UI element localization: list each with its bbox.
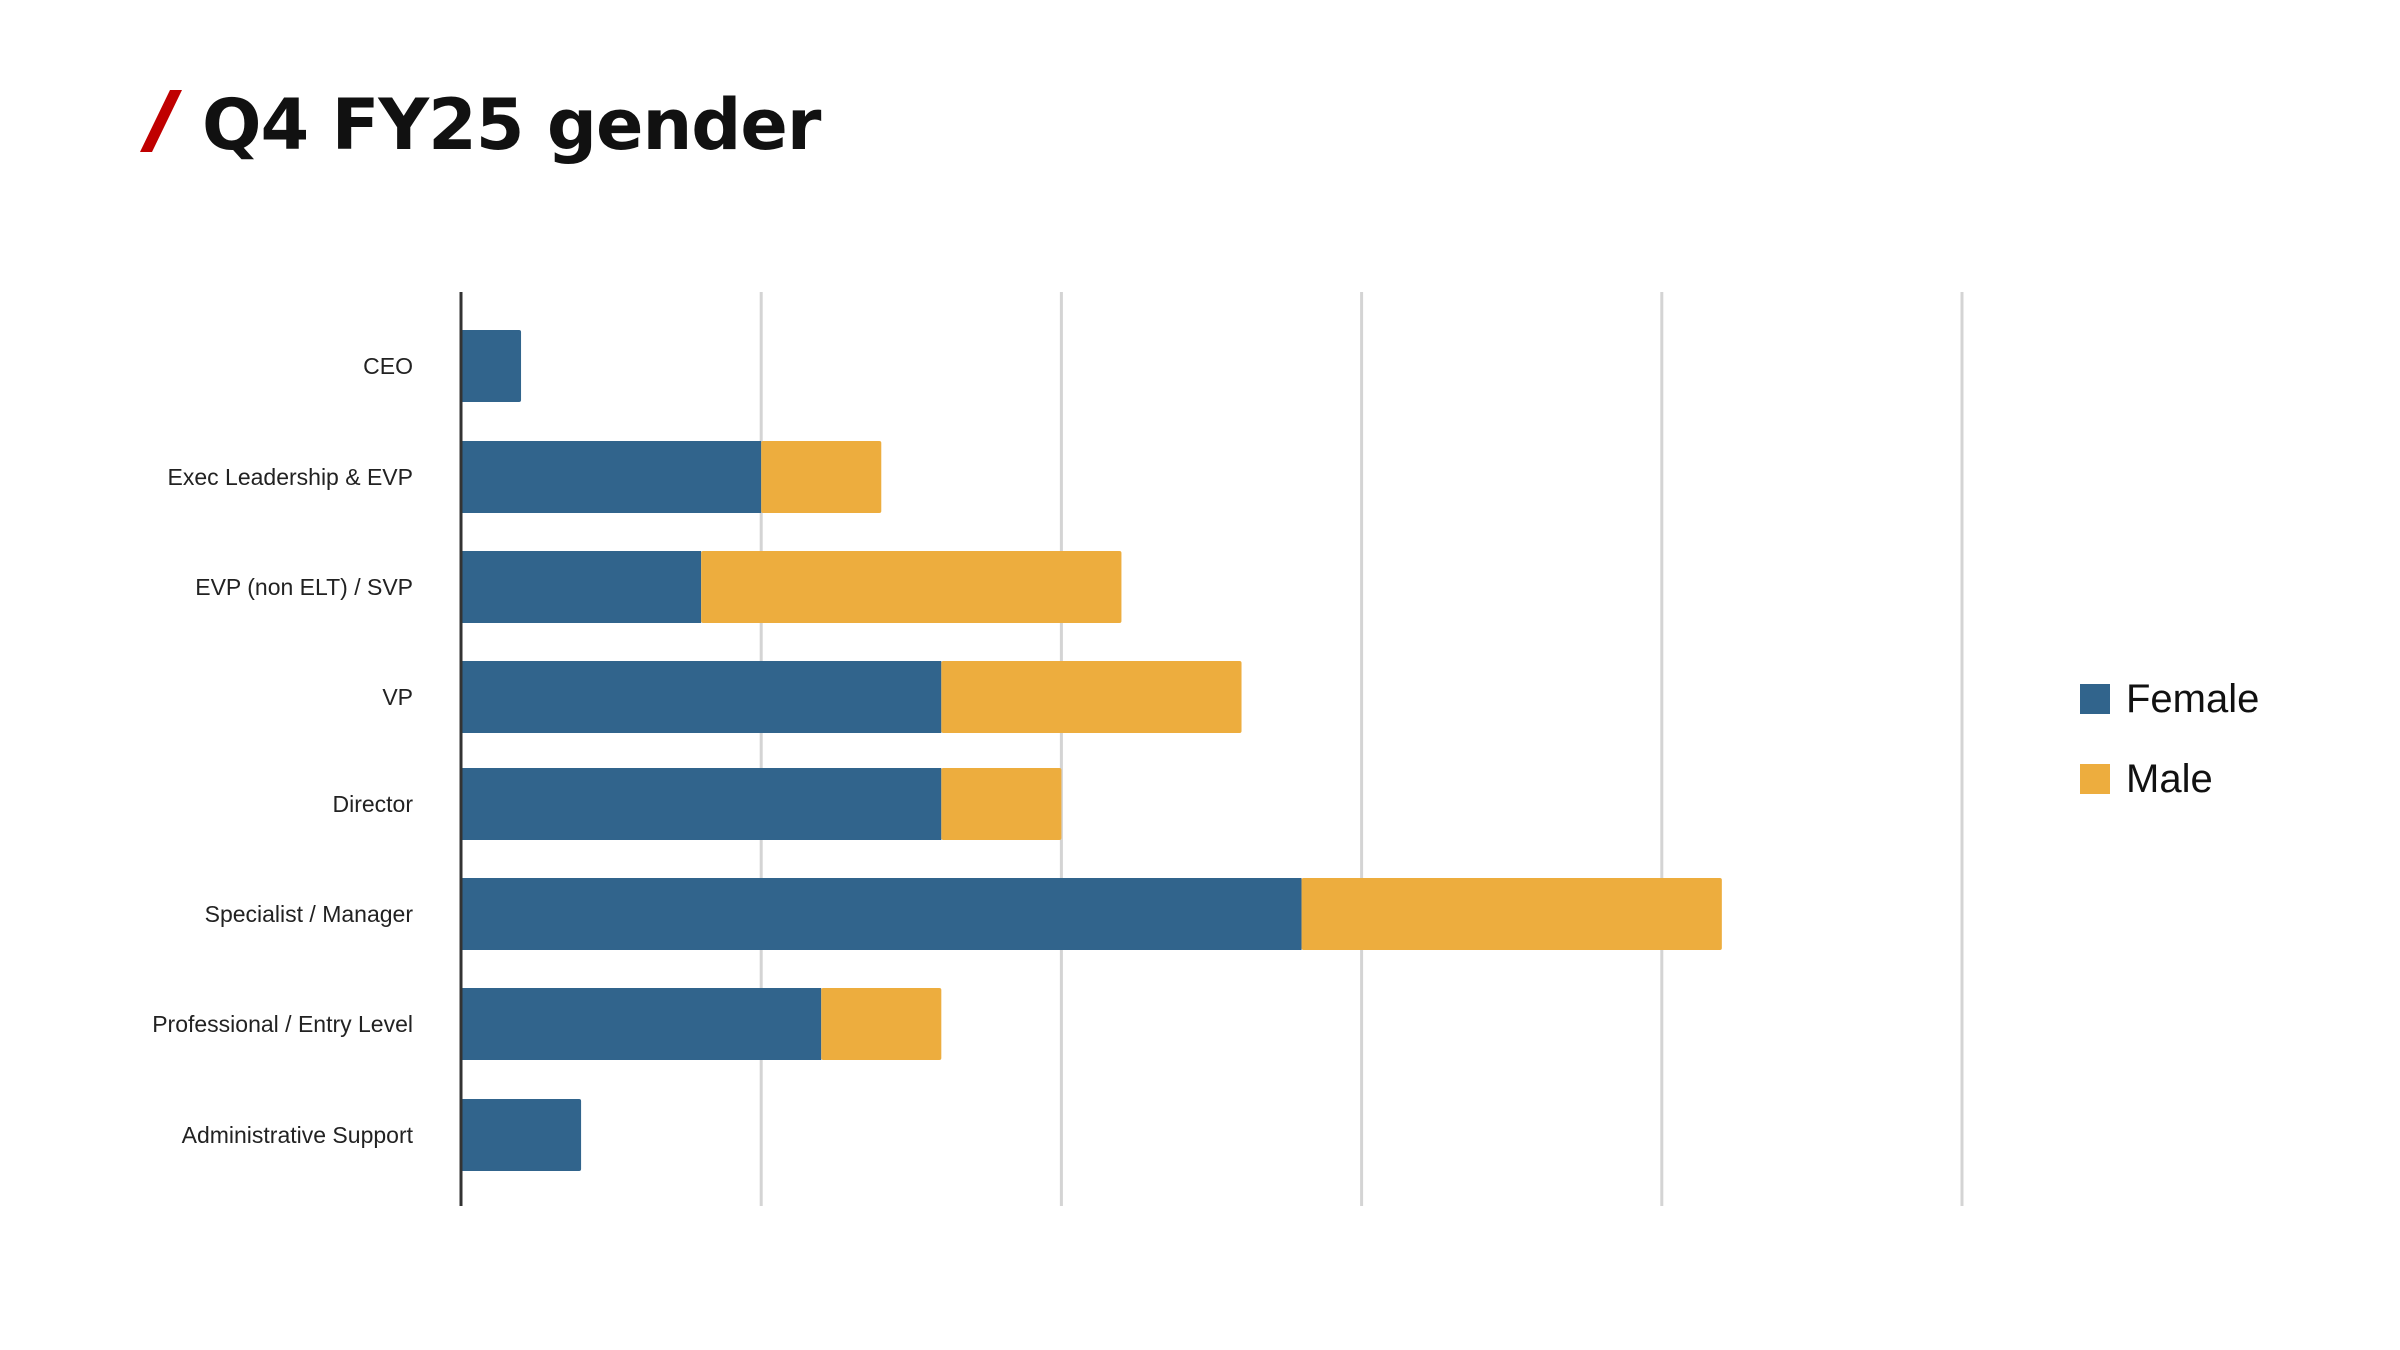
bar-male-4: [941, 768, 1062, 840]
legend-label-female: Female: [2126, 676, 2260, 721]
legend-item-male: Male: [2080, 756, 2259, 801]
category-label: EVP (non ELT) / SVP: [195, 574, 413, 600]
bar-female-1: [461, 441, 762, 513]
category-label: Exec Leadership & EVP: [168, 464, 413, 490]
category-label: Specialist / Manager: [205, 901, 414, 927]
grid-lines: [759, 292, 1964, 1206]
bar-female-5: [461, 878, 1302, 950]
bar-female-0: [461, 330, 522, 402]
bar-female-4: [461, 768, 942, 840]
title-block: Q4 FY25 gender: [130, 70, 821, 180]
legend-swatch-female: [2080, 684, 2110, 714]
bars: [461, 330, 1722, 1171]
bar-male-6: [821, 988, 942, 1060]
legend-item-female: Female: [2080, 676, 2260, 721]
category-label: VP: [382, 684, 413, 710]
legend-swatch-male: [2080, 764, 2110, 794]
bar-female-7: [461, 1099, 582, 1171]
category-label: Director: [332, 791, 413, 817]
category-labels: CEO Exec Leadership & EVP EVP (non ELT) / …: [152, 353, 413, 1148]
category-label: Professional / Entry Level: [152, 1011, 413, 1037]
slash-logo-icon: [140, 90, 182, 152]
bar-male-1: [761, 441, 882, 513]
legend: Female Male: [2080, 676, 2260, 838]
bar-female-6: [461, 988, 822, 1060]
bar-male-2: [701, 551, 1122, 623]
bar-male-3: [941, 661, 1242, 733]
bar-female-2: [461, 551, 702, 623]
bar-female-3: [461, 661, 942, 733]
legend-label-male: Male: [2126, 756, 2213, 801]
category-label: CEO: [363, 353, 413, 379]
category-label: Administrative Support: [182, 1122, 414, 1148]
bar-male-5: [1301, 878, 1722, 950]
page-title: Q4 FY25 gender: [202, 84, 821, 166]
